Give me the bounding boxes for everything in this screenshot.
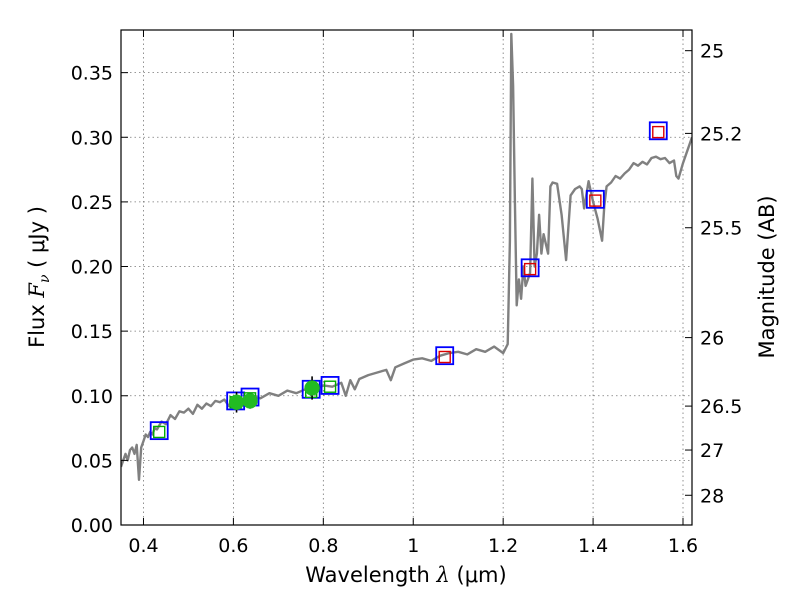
y-tick-label: 0.15 [71, 321, 113, 343]
y-tick-label: 0.20 [71, 257, 113, 279]
photometry-box [149, 421, 169, 441]
y-tick-label: 0.25 [71, 192, 113, 214]
x-tick-label: 1.2 [488, 535, 518, 557]
x-axis-label: Wavelength λ (μm) [305, 563, 506, 587]
y2-tick-label: 26 [700, 328, 724, 350]
model-box-red [589, 194, 602, 207]
y2-tick-label: 25 [700, 41, 724, 63]
detection-point [228, 394, 245, 410]
grid-layer [121, 30, 692, 525]
y-tick-label: 0.35 [71, 63, 113, 85]
y2-tick-label: 27 [700, 440, 724, 462]
y2-tick-label: 25.5 [700, 218, 742, 240]
x-tick-label: 0.6 [218, 535, 248, 557]
x-tick-label: 1.6 [668, 535, 698, 557]
y-axis-label: Flux Fν ( μJy ) [25, 206, 53, 348]
y2-axis-label: Magnitude (AB) [755, 195, 779, 358]
y-tick-label: 0.05 [71, 450, 113, 472]
photometry-box [320, 376, 340, 395]
detection-point [242, 393, 258, 409]
marker-layer [149, 121, 668, 441]
x-tick-label: 1.4 [578, 535, 608, 557]
x-tick-label: 1 [407, 535, 419, 557]
x-tick-label: 0.8 [308, 535, 338, 557]
y-tick-label: 0.10 [71, 386, 113, 408]
tick-layer: 0.4 0.6 0.8 1 1.2 1.4 1.6 0.00 0.05 0.10 0.15 0.20 0… [71, 30, 742, 557]
model-box-green [323, 380, 337, 393]
x-tick-label: 0.4 [128, 535, 158, 557]
photometry-box [435, 346, 455, 366]
y2-tick-label: 28 [700, 485, 724, 507]
model-box-red [652, 125, 665, 139]
y-tick-label: 0.00 [71, 515, 113, 537]
photometry-box [520, 258, 540, 278]
model-box-red [438, 350, 451, 364]
detection-point [304, 380, 320, 396]
photometry-box [648, 121, 668, 141]
y-tick-label: 0.30 [71, 127, 113, 149]
photometry-box [585, 189, 605, 209]
model-box-green [153, 425, 166, 439]
y2-tick-label: 25.2 [700, 123, 742, 145]
y2-tick-label: 26.5 [700, 396, 742, 418]
model-box-red [523, 262, 537, 276]
plot-area [121, 30, 692, 525]
plot-frame [120, 29, 693, 526]
